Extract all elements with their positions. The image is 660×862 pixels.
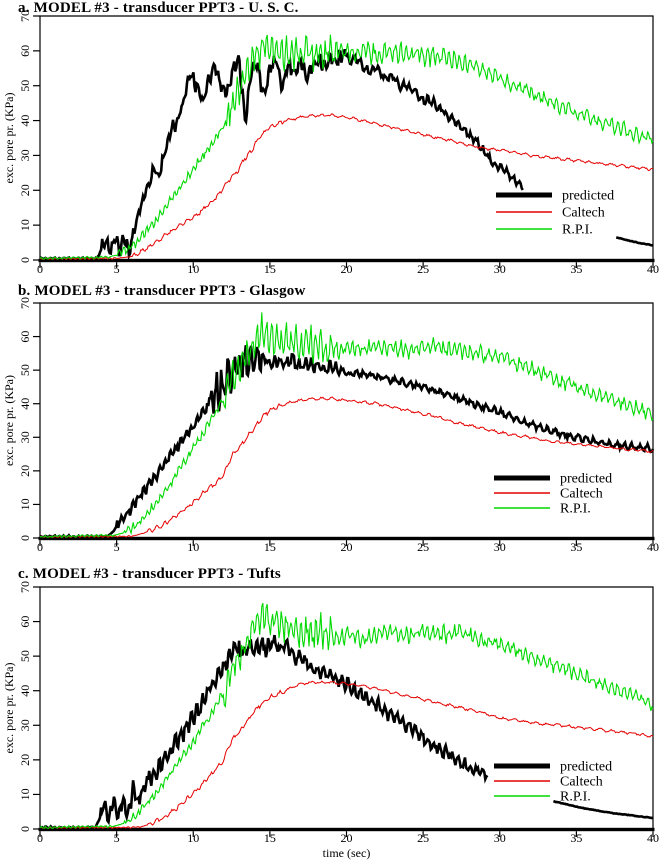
y-tick-label: 70 [18,10,32,22]
series-r-p-i- [39,34,654,261]
y-tick-label: 30 [18,149,32,161]
y-axis-label: exc. pore pr. (KPa) [2,93,16,184]
y-tick-label: 30 [18,431,32,443]
y-tick-label: 70 [18,297,32,309]
series-r-p-i- [39,312,654,538]
series-predicted [39,345,655,539]
y-tick-label: 0 [18,535,32,541]
legend-label-caltech: Caltech [560,487,603,502]
y-tick-label: 10 [18,219,32,231]
x-tick-label: 35 [570,831,582,845]
y-axis-label: exc. pore pr. (KPa) [2,375,16,466]
legend-label-predicted: predicted [560,760,612,775]
y-tick-label: 30 [18,719,32,731]
x-axis-line [38,258,655,263]
legend-label-r-p-i-: R.P.I. [560,502,591,517]
series-caltech [39,396,654,538]
x-axis-line [38,827,655,832]
x-tick-label: 30 [494,831,506,845]
series-caltech [39,113,654,260]
x-tick-label: 15 [264,262,276,276]
y-tick-label: 50 [18,650,32,662]
series-predicted [616,236,654,247]
y-axis-label: exc. pore pr. (KPa) [2,663,16,754]
y-tick-label: 10 [18,498,32,510]
y-tick-label: 40 [18,398,32,410]
x-tick-label: 20 [341,540,353,554]
series-predicted [39,48,524,262]
y-tick-label: 10 [18,788,32,800]
x-tick-label: 20 [341,831,353,845]
x-tick-label: 30 [494,262,506,276]
y-tick-label: 60 [18,45,32,57]
x-tick-label: 20 [341,262,353,276]
y-tick-label: 50 [18,80,32,92]
chart-a-title: a. MODEL #3 - transducer PPT3 - U. S. C. [18,0,299,16]
y-tick-label: 50 [18,364,32,376]
x-tick-label: 40 [647,540,659,554]
x-tick-label: 35 [570,262,582,276]
y-tick-label: 70 [18,581,32,593]
x-tick-label: 0 [37,262,43,276]
x-tick-label: 0 [37,831,43,845]
legend-label-caltech: Caltech [560,775,603,790]
x-tick-label: 25 [417,540,429,554]
series-caltech [39,680,654,829]
legend-label-r-p-i-: R.P.I. [560,790,591,805]
x-tick-label: 40 [647,262,659,276]
x-tick-label: 25 [417,262,429,276]
x-axis-label: time (sec) [323,846,371,860]
legend-label-r-p-i-: R.P.I. [562,223,593,238]
x-tick-label: 5 [114,831,120,845]
x-tick-label: 5 [114,540,120,554]
y-tick-label: 20 [18,184,32,196]
legend-label-predicted: predicted [560,472,612,487]
chart-c-title: c. MODEL #3 - transducer PPT3 - Tufts [18,566,281,582]
y-tick-label: 20 [18,754,32,766]
legend-label-predicted: predicted [562,189,614,204]
y-tick-label: 40 [18,115,32,127]
x-tick-label: 5 [114,262,120,276]
x-tick-label: 10 [187,540,199,554]
series-predicted [552,799,654,820]
x-tick-label: 40 [647,831,659,845]
x-tick-label: 30 [494,540,506,554]
x-tick-label: 35 [570,540,582,554]
y-tick-label: 20 [18,465,32,477]
x-axis-line [38,536,655,541]
x-tick-label: 10 [187,831,199,845]
y-tick-label: 60 [18,616,32,628]
y-tick-label: 40 [18,685,32,697]
x-tick-label: 0 [37,540,43,554]
x-tick-label: 15 [264,540,276,554]
y-tick-label: 0 [18,826,32,832]
plot-border [39,15,654,260]
x-tick-label: 10 [187,262,199,276]
x-tick-label: 15 [264,831,276,845]
y-tick-label: 0 [18,257,32,263]
legend-label-caltech: Caltech [562,206,605,221]
y-tick-label: 60 [18,331,32,343]
x-tick-label: 25 [417,831,429,845]
plot-border [39,302,654,538]
series-r-p-i- [39,602,654,829]
series-predicted [39,634,489,831]
chart-b-title: b. MODEL #3 - transducer PPT3 - Glasgow [18,283,306,299]
